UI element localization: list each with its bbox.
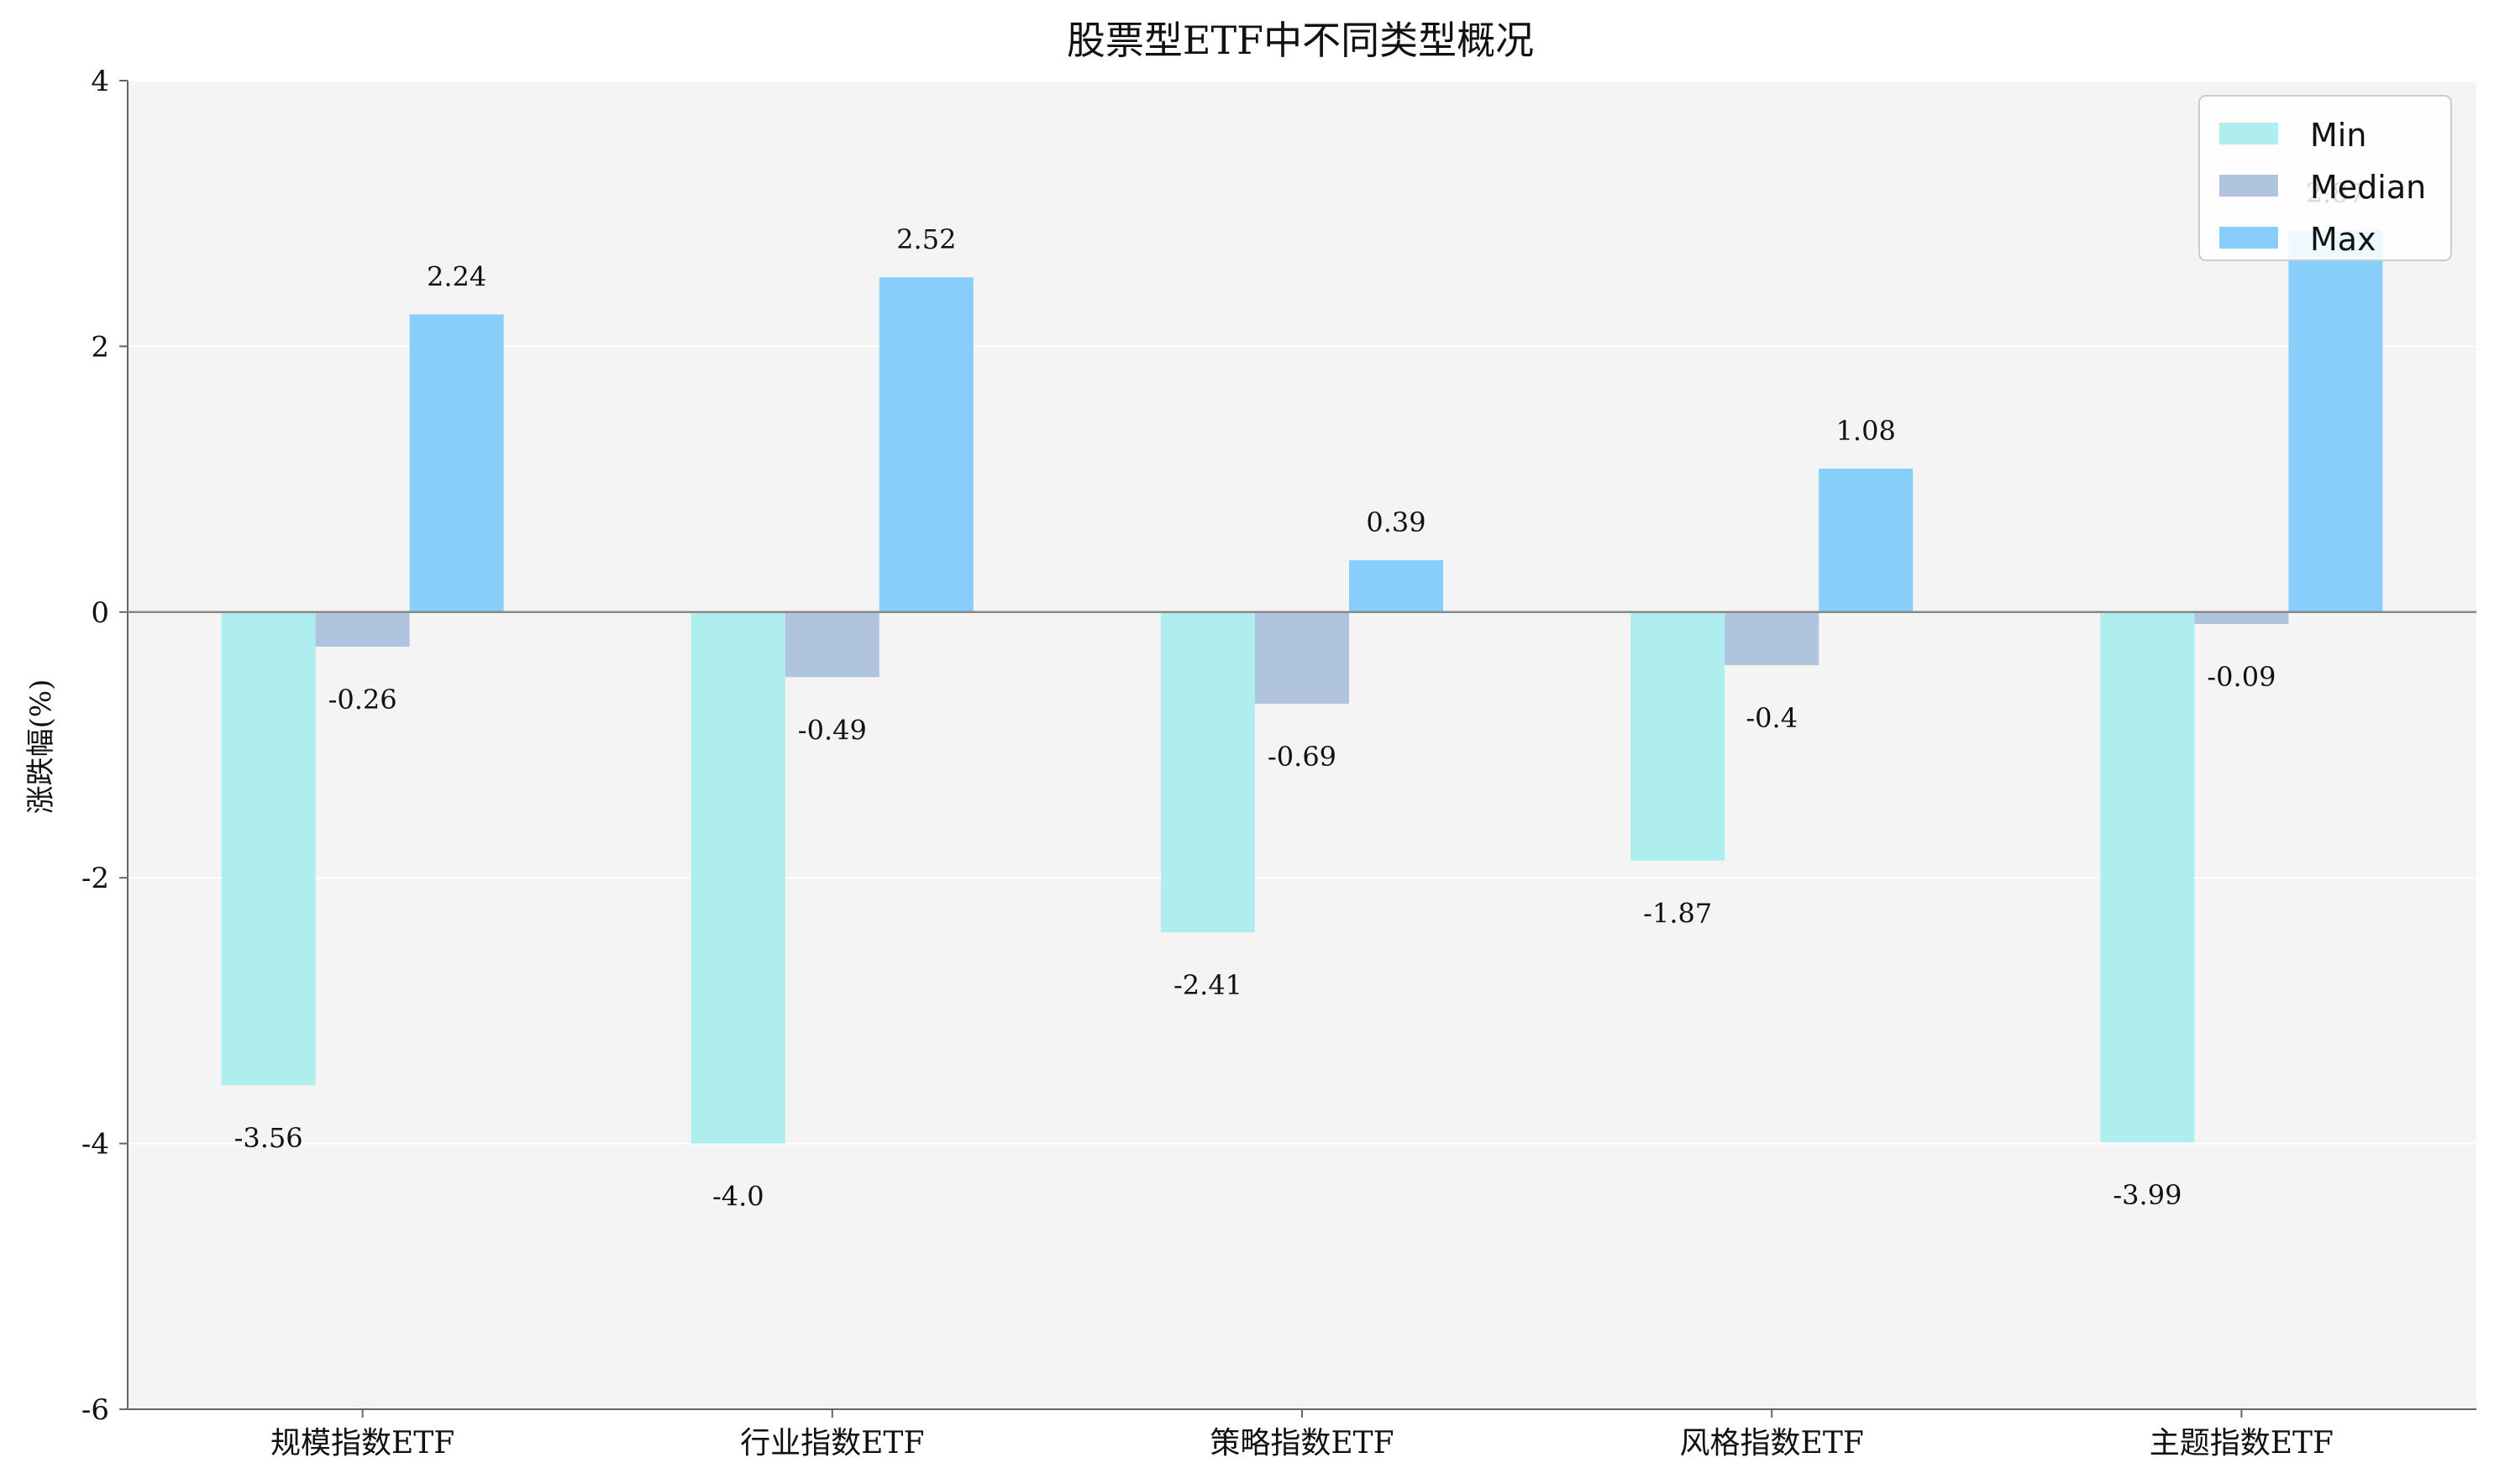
- y-tick-label: -4: [81, 1128, 109, 1162]
- data-label: -3.56: [234, 1122, 303, 1154]
- x-tick-label: 行业指数ETF: [740, 1426, 924, 1460]
- legend-swatch-min: [2219, 123, 2278, 144]
- legend: Min Median Max: [2198, 95, 2452, 261]
- bars: [128, 230, 2476, 1144]
- legend-swatch-max: [2219, 227, 2278, 249]
- y-tick-label: 4: [91, 65, 109, 98]
- bar-max: [2288, 230, 2383, 612]
- legend-label-max: Max: [2310, 221, 2376, 258]
- data-label: -0.49: [798, 714, 867, 746]
- bar-median: [1725, 611, 1819, 666]
- bar-median: [2194, 611, 2289, 625]
- data-labels: -3.56 -0.26 2.24 -4.0 -0.49 2.52 -2.41 -0.69 0.3…: [234, 177, 2365, 1213]
- data-label: 1.08: [1836, 415, 1896, 447]
- data-label: -0.69: [1268, 741, 1336, 773]
- y-tick-label: -2: [81, 862, 109, 895]
- x-tick-label: 风格指数ETF: [1680, 1426, 1864, 1460]
- data-label: -0.26: [328, 684, 397, 716]
- y-tick-label: -6: [81, 1393, 109, 1427]
- bar-max: [1349, 560, 1443, 612]
- y-axis-label: 涨跌幅(%): [24, 679, 58, 815]
- x-tick-label: 策略指数ETF: [1210, 1426, 1394, 1460]
- y-axis: -6 -4 -2 0 2 4: [81, 65, 129, 1427]
- x-tick-label: 主题指数ETF: [2150, 1426, 2334, 1460]
- data-label: -0.09: [2207, 661, 2276, 693]
- data-label: -0.4: [1746, 702, 1798, 734]
- plot-area: [128, 81, 2476, 1409]
- data-label: -2.41: [1173, 969, 1242, 1001]
- data-label: 2.52: [896, 223, 956, 255]
- bar-median: [1255, 611, 1349, 704]
- data-label: -4.0: [712, 1181, 764, 1213]
- bar-min: [1630, 611, 1725, 861]
- bar-max: [879, 277, 974, 612]
- x-tick-label: 规模指数ETF: [270, 1426, 454, 1460]
- data-label: -1.87: [1643, 898, 1712, 930]
- bar-min: [1161, 611, 1255, 933]
- data-label: 0.39: [1366, 506, 1426, 538]
- bar-max: [1819, 468, 1914, 612]
- y-tick-label: 2: [91, 330, 109, 364]
- bar-min: [221, 611, 316, 1085]
- legend-swatch-median: [2219, 175, 2278, 197]
- y-tick-label: 0: [91, 596, 109, 630]
- chart-title: 股票型ETF中不同类型概况: [1067, 18, 1534, 63]
- data-label: -3.99: [2113, 1179, 2182, 1211]
- bar-min: [690, 611, 785, 1144]
- bar-median: [785, 611, 879, 678]
- legend-label-min: Min: [2310, 117, 2366, 154]
- legend-label-median: Median: [2310, 169, 2426, 206]
- bar-min: [2100, 611, 2195, 1143]
- data-label: 2.24: [427, 260, 486, 292]
- bar-max: [409, 314, 504, 612]
- x-axis: 规模指数ETF 行业指数ETF 策略指数ETF 风格指数ETF 主题指数ETF: [128, 1408, 2476, 1460]
- bar-median: [315, 611, 410, 647]
